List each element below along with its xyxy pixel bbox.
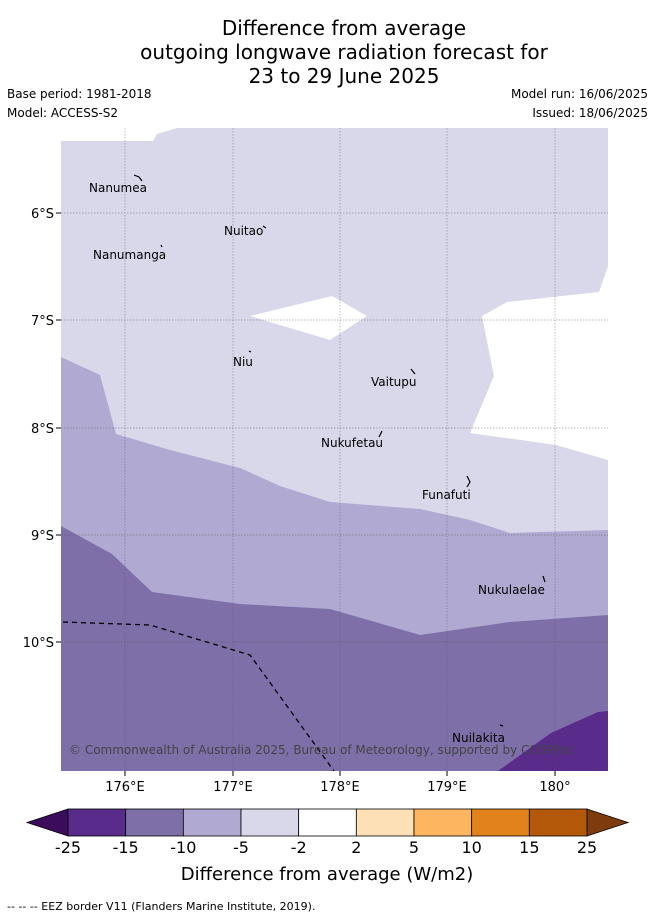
title-line-1: Difference from average <box>221 16 467 40</box>
colorbar: -25 -15 -10 -5 -2 2 5 10 15 25 Difference from av… <box>25 808 630 885</box>
title-line-3: 23 to 29 June 2025 <box>248 64 440 88</box>
colorbar-segment <box>413 808 473 837</box>
x-tick-label: 180° <box>539 780 570 795</box>
model-run-text: Model run: 16/06/2025 <box>510 87 648 101</box>
colorbar-segment <box>355 808 415 837</box>
island-nuilakita-shape <box>499 724 504 727</box>
island-funafuti-shape <box>466 475 471 488</box>
island-nuitao-shape <box>262 225 267 229</box>
colorbar-tick-label: -25 <box>55 838 81 857</box>
place-label-vaitupu: Vaitupu <box>371 375 417 389</box>
colorbar-extend-low <box>25 808 69 837</box>
anomaly-band-minus15-to-minus25 <box>498 711 608 771</box>
y-tick-label: 9°S <box>31 529 54 544</box>
island-niu-shape <box>248 350 252 353</box>
colorbar-extend-high <box>586 808 630 837</box>
colorbar-tick-label: -10 <box>170 838 196 857</box>
footer-eez-note: -- -- -- EEZ border V11 (Flanders Marine… <box>7 900 316 913</box>
colorbar-segment <box>471 808 530 837</box>
colorbar-tick-label: 2 <box>351 838 361 857</box>
issued-text: Issued: 18/06/2025 <box>532 106 648 120</box>
title-line-2: outgoing longwave radiation forecast for <box>140 40 548 64</box>
place-label-nuilakita: Nuilakita <box>452 731 505 745</box>
chart-title: Difference from average outgoing longwav… <box>0 16 655 88</box>
place-label-nuitao: Nuitao <box>224 224 263 238</box>
anomaly-band-minus10-to-minus15 <box>61 526 608 771</box>
copyright-text: © Commonwealth of Australia 2025, Bureau… <box>69 743 574 757</box>
axis-ticks <box>56 212 556 776</box>
anomaly-patch-near-average-east <box>470 266 608 460</box>
colorbar-tick-label: 10 <box>461 838 481 857</box>
y-tick-label: 6°S <box>31 207 54 222</box>
colorbar-segment <box>240 808 300 837</box>
place-label-nukufetau: Nukufetau <box>321 436 383 450</box>
x-tick-label: 177°E <box>213 780 253 795</box>
colorbar-tick-label: -15 <box>113 838 139 857</box>
colorbar-segment <box>528 808 588 837</box>
colorbar-tick-label: -2 <box>291 838 307 857</box>
base-period-text: Base period: 1981-2018 <box>7 87 152 101</box>
colorbar-tick-label: 5 <box>409 838 419 857</box>
gridlines <box>61 128 608 771</box>
colorbar-segment <box>182 808 242 837</box>
y-tick-label: 8°S <box>31 422 54 437</box>
island-nanumea-shape <box>133 174 143 182</box>
map-plot-area: Nanumea Nuitao Nanumanga Niu Vaitupu Nuk… <box>61 128 608 771</box>
anomaly-patch-near-average-center <box>250 296 367 340</box>
colorbar-tick-label: 25 <box>577 838 597 857</box>
colorbar-segment <box>125 808 184 837</box>
islands <box>133 174 546 727</box>
place-label-funafuti: Funafuti <box>422 488 471 502</box>
x-tick-label: 178°E <box>320 780 360 795</box>
island-nukufetau-shape <box>378 430 383 438</box>
colorbar-segment <box>298 808 357 837</box>
x-tick-label: 176°E <box>105 780 145 795</box>
colorbar-tick-label: -5 <box>233 838 249 857</box>
colorbar-tick-label: 15 <box>519 838 539 857</box>
eez-border-line <box>62 621 335 771</box>
place-label-nanumanga: Nanumanga <box>93 248 166 262</box>
colorbar-title: Difference from average (W/m2) <box>181 864 473 885</box>
x-tick-label: 179°E <box>427 780 467 795</box>
island-vaitupu-shape <box>410 368 416 375</box>
island-nanumanga-shape <box>160 244 163 248</box>
place-label-nukulaelae: Nukulaelae <box>478 583 545 597</box>
colorbar-segment <box>67 808 127 837</box>
y-tick-label: 7°S <box>31 314 54 329</box>
place-label-nanumea: Nanumea <box>89 181 147 195</box>
island-nukulaelae-shape <box>542 575 546 583</box>
y-tick-label: 10°S <box>23 636 54 651</box>
place-label-niu: Niu <box>233 355 253 369</box>
model-text: Model: ACCESS-S2 <box>7 106 119 120</box>
